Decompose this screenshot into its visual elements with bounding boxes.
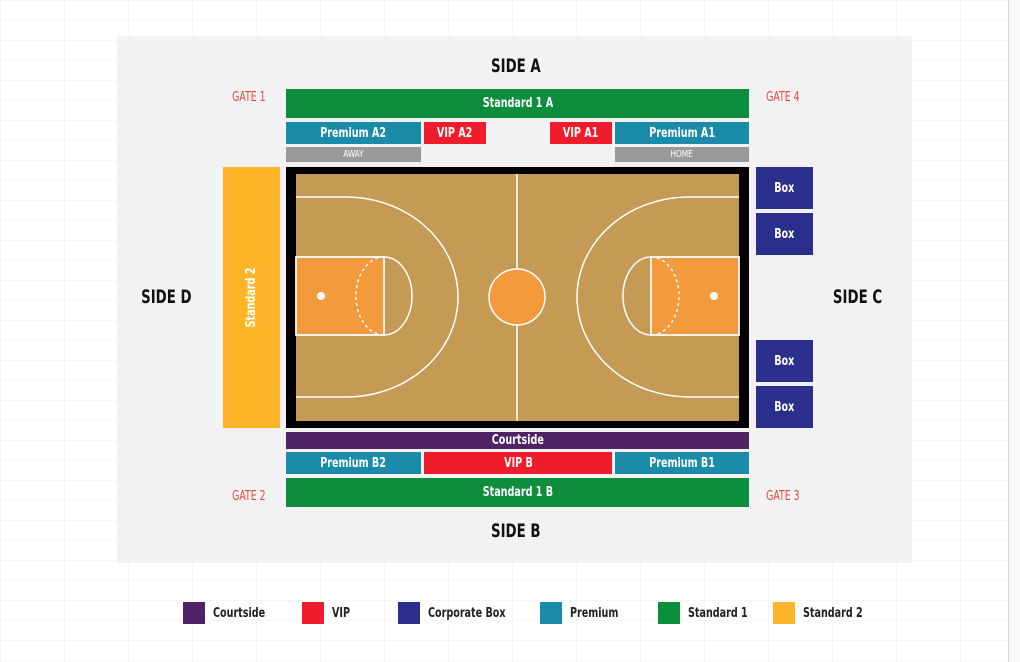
- section-vip-a1-label: VIP A1: [563, 125, 599, 141]
- legend-swatch: [773, 602, 795, 624]
- side-c-label: SIDE C: [832, 286, 883, 308]
- legend-label: Premium: [570, 605, 619, 621]
- section-standard-2-label: Standard 2: [244, 267, 260, 328]
- section-vip-a2[interactable]: VIP A2: [424, 122, 486, 144]
- section-courtside-label: Courtside: [491, 433, 544, 448]
- section-premium-b1[interactable]: Premium B1: [615, 452, 749, 474]
- right-free-throw-arc-dashed: [650, 256, 680, 336]
- section-vip-b-label: VIP B: [503, 455, 533, 471]
- left-key-outline: [295, 256, 385, 336]
- basketball-court: [286, 167, 749, 428]
- right-key: [650, 256, 740, 336]
- section-box-1-label: Box: [774, 180, 795, 196]
- section-premium-b1-label: Premium B1: [649, 455, 715, 471]
- right-key-outline: [650, 256, 740, 336]
- gate-2-label: GATE 2: [232, 489, 266, 504]
- section-premium-a2-label: Premium A2: [320, 125, 387, 141]
- section-standard-1a[interactable]: Standard 1 A: [286, 89, 749, 118]
- gate-4-label: GATE 4: [766, 90, 800, 105]
- legend-item-standard-2: Standard 2: [773, 602, 876, 624]
- section-box-3-label: Box: [774, 353, 795, 369]
- legend-item-vip: VIP: [302, 602, 354, 624]
- legend-swatch: [398, 602, 420, 624]
- legend-label: Standard 1: [688, 605, 748, 621]
- left-three-point-arc: [296, 196, 459, 398]
- bench-away: AWAY: [286, 147, 421, 162]
- gate-3-label: GATE 3: [766, 489, 800, 504]
- left-free-throw-arc-dashed: [355, 256, 385, 336]
- legend-label: Standard 2: [803, 605, 863, 621]
- section-courtside[interactable]: Courtside: [286, 432, 749, 449]
- section-vip-a1[interactable]: VIP A1: [550, 122, 612, 144]
- section-premium-b2-label: Premium B2: [320, 455, 387, 471]
- side-b-label: SIDE B: [490, 520, 541, 542]
- section-premium-a1-label: Premium A1: [649, 125, 715, 141]
- left-basket: [317, 292, 325, 300]
- section-premium-a2[interactable]: Premium A2: [286, 122, 421, 144]
- side-d-label: SIDE D: [141, 286, 192, 308]
- legend-label: Courtside: [213, 605, 266, 621]
- left-free-throw-arc: [383, 256, 413, 336]
- section-standard-1a-label: Standard 1 A: [482, 96, 553, 111]
- side-a-label: SIDE A: [491, 55, 541, 77]
- left-key: [295, 256, 385, 336]
- legend-item-premium: Premium: [540, 602, 629, 624]
- section-box-4[interactable]: Box: [756, 386, 813, 428]
- section-vip-a2-label: VIP A2: [437, 125, 473, 141]
- legend-label: Corporate Box: [428, 605, 506, 621]
- bench-away-label: AWAY: [343, 149, 364, 160]
- bench-home: HOME: [615, 147, 749, 162]
- section-box-1[interactable]: Box: [756, 167, 813, 209]
- scrollbar-track[interactable]: [1008, 0, 1020, 662]
- section-box-2-label: Box: [774, 226, 795, 242]
- legend-swatch: [183, 602, 205, 624]
- section-box-4-label: Box: [774, 399, 795, 415]
- section-premium-b2[interactable]: Premium B2: [286, 452, 421, 474]
- legend-swatch: [302, 602, 324, 624]
- section-premium-a1[interactable]: Premium A1: [615, 122, 749, 144]
- gate-1-label: GATE 1: [232, 90, 266, 105]
- legend-item-courtside: Courtside: [183, 602, 277, 624]
- right-basket: [710, 292, 718, 300]
- legend-item-corporate-box: Corporate Box: [398, 602, 523, 624]
- section-vip-b[interactable]: VIP B: [424, 452, 612, 474]
- section-standard-2[interactable]: Standard 2: [223, 167, 280, 428]
- right-free-throw-arc: [622, 256, 652, 336]
- right-three-point-arc: [576, 196, 739, 398]
- center-circle: [488, 268, 546, 326]
- legend-swatch: [658, 602, 680, 624]
- section-standard-1b-label: Standard 1 B: [482, 485, 553, 500]
- section-box-2[interactable]: Box: [756, 213, 813, 255]
- legend-label: VIP: [332, 605, 351, 621]
- section-box-3[interactable]: Box: [756, 340, 813, 382]
- bench-home-label: HOME: [670, 149, 694, 160]
- section-standard-1b[interactable]: Standard 1 B: [286, 478, 749, 507]
- legend-swatch: [540, 602, 562, 624]
- court-drawing: [295, 174, 740, 421]
- legend-item-standard-1: Standard 1: [658, 602, 761, 624]
